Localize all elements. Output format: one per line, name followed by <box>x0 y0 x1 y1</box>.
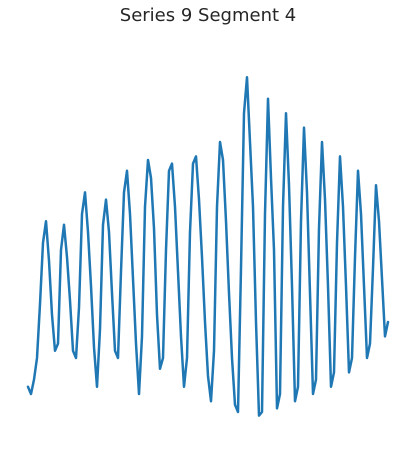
chart-title: Series 9 Segment 4 <box>119 5 297 26</box>
series-line-1 <box>26 75 390 417</box>
